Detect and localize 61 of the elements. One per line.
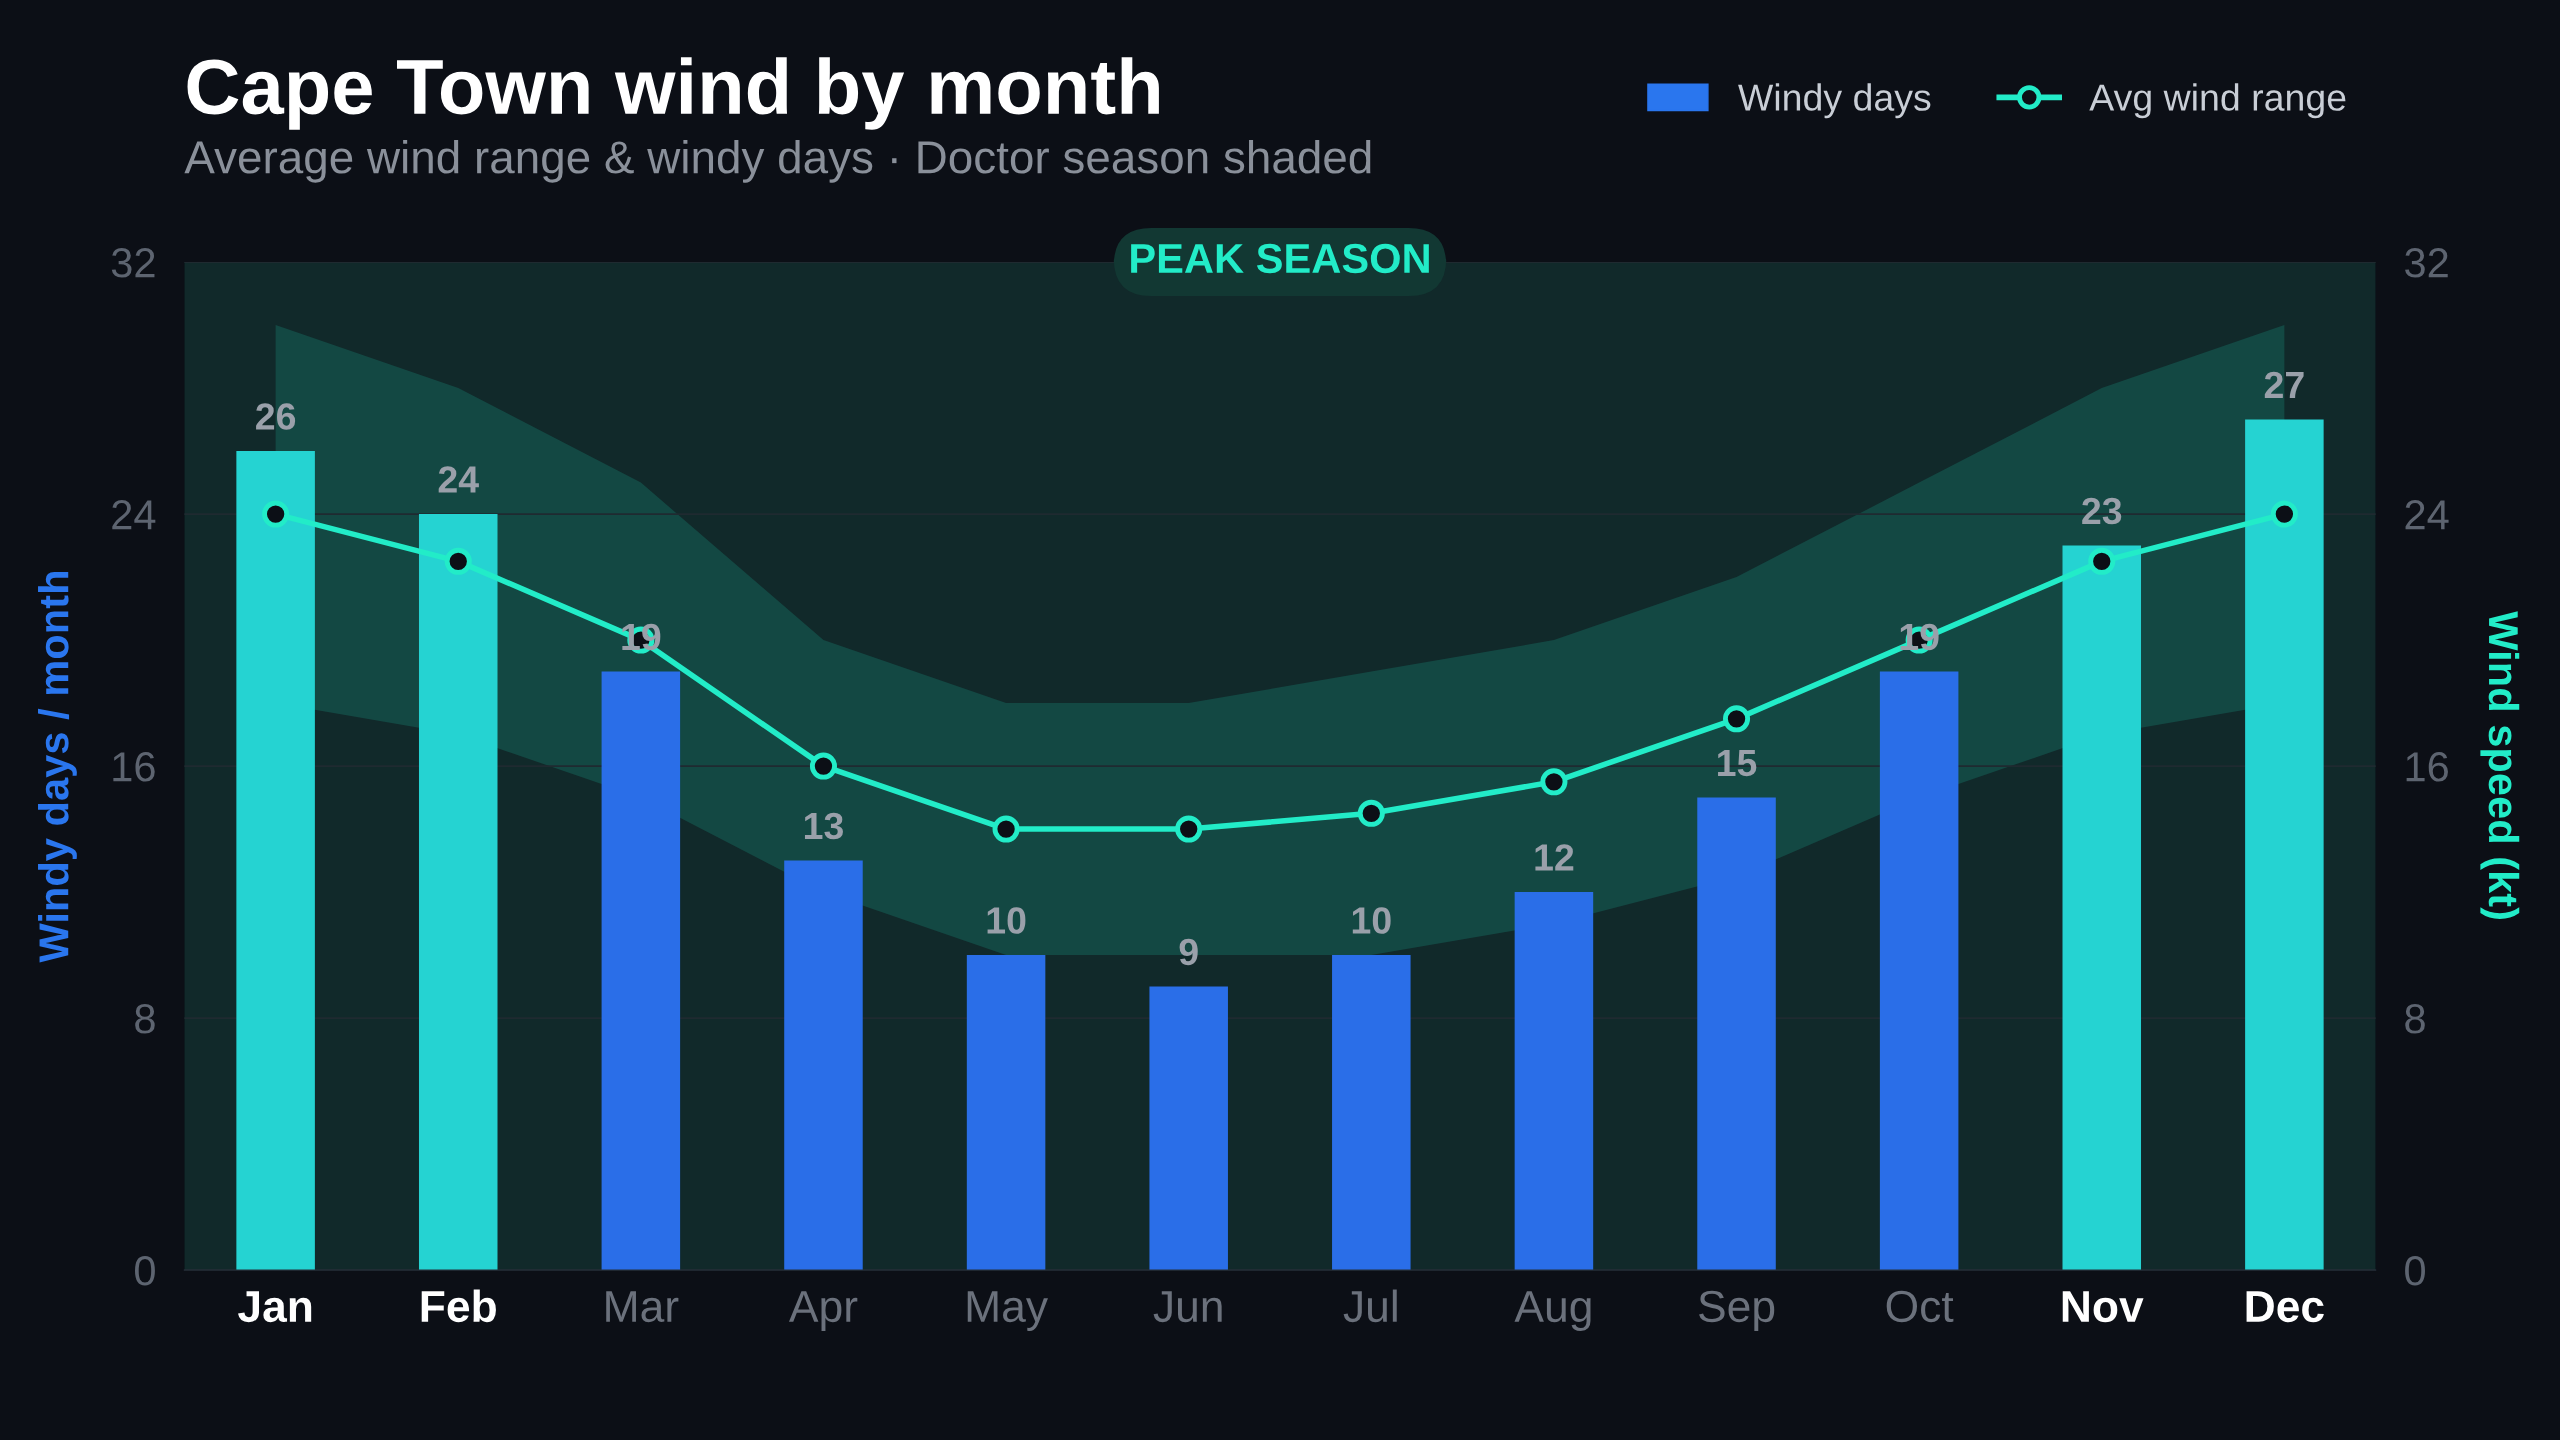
- x-tick-label: Oct: [1886, 1290, 1954, 1323]
- x-tick-label: Sep: [1699, 1290, 1775, 1331]
- data-label: 15: [1718, 750, 1757, 777]
- y2-tick-label: 24: [2405, 500, 2449, 530]
- y-tick-label: 16: [113, 752, 155, 782]
- bar: [2245, 419, 2324, 1271]
- point: [1722, 705, 1751, 733]
- point: [2088, 547, 2116, 575]
- x-tick-label: Jul: [1343, 1289, 1397, 1323]
- x-tick-label: Jan: [238, 1291, 312, 1323]
- legend-label: Avg wind range: [2089, 83, 2346, 119]
- x-tick-label: Dec: [2246, 1291, 2324, 1323]
- data-label: 27: [2264, 371, 2304, 398]
- y-tick-label: 0: [135, 1256, 155, 1286]
- y2-axis-title: Wind speed (kt): [2480, 611, 2520, 919]
- y-tick-label: 24: [112, 500, 156, 530]
- data-label: 24: [438, 466, 479, 493]
- bar: [1514, 892, 1594, 1271]
- point: [444, 547, 472, 575]
- bar: [601, 671, 681, 1271]
- bar: [966, 955, 1046, 1271]
- point: [262, 500, 290, 528]
- bar: [1149, 986, 1228, 1271]
- data-label: 26: [256, 403, 296, 430]
- point: [1175, 815, 1203, 843]
- y-tick-label: 8: [135, 1004, 155, 1034]
- x-tick-label: Nov: [2062, 1291, 2144, 1323]
- point: [2270, 500, 2298, 528]
- chart-subtitle: Average wind range & windy days · Doctor season shaded: [184, 139, 1371, 183]
- y2-tick-label: 32: [2405, 248, 2448, 278]
- x-tick-label: Aug: [1514, 1291, 1591, 1331]
- point: [1540, 768, 1568, 796]
- band-label: PEAK SEASON: [1131, 243, 1429, 274]
- point: [809, 752, 838, 780]
- data-label: 12: [1535, 844, 1574, 871]
- y2-tick-label: 16: [2406, 752, 2448, 782]
- legend-label: Windy days: [1738, 83, 1931, 119]
- data-label: 10: [1352, 907, 1391, 934]
- data-label: 13: [804, 812, 843, 840]
- x-tick-label: Jun: [1153, 1291, 1222, 1323]
- bar: [1697, 797, 1776, 1271]
- y-axis-title: Windy days / month: [38, 572, 77, 963]
- x-tick-label: Feb: [421, 1289, 496, 1323]
- bar: [1332, 955, 1411, 1271]
- y2-tick-label: 8: [2405, 1004, 2425, 1034]
- data-label: 10: [987, 907, 1026, 934]
- bar: [418, 514, 498, 1271]
- x-tick-label: Mar: [606, 1291, 679, 1323]
- x-tick-label: Apr: [788, 1291, 858, 1331]
- y-tick-label: 32: [111, 248, 155, 278]
- bar: [784, 860, 863, 1271]
- data-label: 23: [2082, 497, 2122, 525]
- bar: [236, 451, 315, 1271]
- data-label: 9: [1179, 938, 1198, 966]
- chart-title: Cape Town wind by month: [187, 57, 1159, 130]
- point: [1357, 799, 1385, 827]
- point: [992, 815, 1020, 843]
- y2-tick-label: 0: [2405, 1256, 2425, 1286]
- x-tick-label: May: [967, 1291, 1048, 1331]
- bar: [1879, 671, 1959, 1271]
- bar: [2062, 545, 2142, 1271]
